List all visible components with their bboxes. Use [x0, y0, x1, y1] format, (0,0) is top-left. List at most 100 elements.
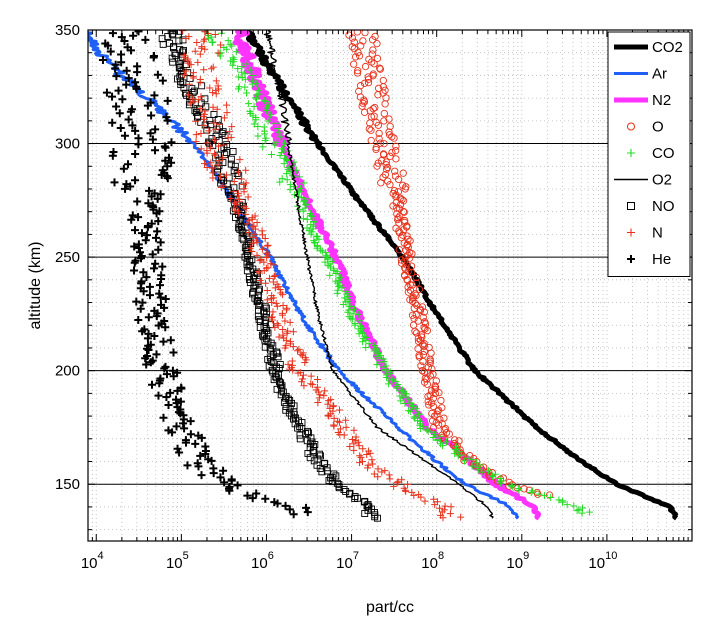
point-he — [158, 76, 167, 85]
point-o — [428, 399, 436, 407]
x-tick-label: 106 — [251, 550, 274, 572]
point-he — [131, 78, 140, 87]
point-he — [142, 273, 151, 282]
point-co — [405, 395, 413, 403]
point-n — [288, 357, 296, 365]
point-n — [255, 267, 263, 275]
point-n — [279, 291, 287, 299]
point-he — [141, 236, 150, 245]
point-co — [262, 97, 270, 105]
point-co — [234, 65, 242, 73]
point-n — [415, 491, 423, 499]
point-co — [209, 38, 217, 46]
point-o — [399, 169, 407, 177]
point-co — [436, 432, 444, 440]
point-he — [204, 455, 213, 464]
point-co — [356, 317, 364, 325]
point-o — [361, 30, 369, 37]
point-no — [267, 358, 275, 365]
point-n — [381, 467, 389, 475]
point-co — [248, 77, 256, 85]
legend-label-co: CO — [652, 145, 675, 162]
point-n — [240, 203, 248, 211]
point-n — [264, 251, 272, 259]
point-he — [172, 395, 181, 404]
point-he — [191, 439, 200, 448]
point-n — [267, 314, 275, 322]
series-ar — [88, 31, 519, 520]
point-he — [151, 125, 160, 134]
point-n — [282, 306, 290, 314]
legend-box — [607, 31, 691, 277]
point-he — [151, 259, 160, 268]
legend-entry-n2: N2 — [614, 92, 671, 109]
point-o — [356, 82, 365, 90]
point-n — [447, 503, 455, 511]
point-o — [412, 279, 421, 287]
point-n — [231, 199, 239, 207]
point-no — [201, 95, 209, 103]
point-n — [214, 82, 222, 90]
point-no — [203, 126, 211, 134]
point-co — [586, 508, 594, 516]
point-no — [332, 472, 340, 480]
point-co — [308, 213, 316, 221]
point-n — [258, 245, 266, 253]
point-n — [216, 172, 224, 180]
point-o — [408, 311, 417, 319]
series-o2 — [263, 30, 494, 519]
point-o — [391, 167, 399, 175]
point-o — [404, 235, 412, 243]
point-he — [101, 39, 110, 48]
point-co — [296, 184, 304, 192]
point-o — [381, 86, 389, 94]
point-no — [198, 82, 206, 90]
point-co — [579, 504, 587, 512]
point-co — [383, 371, 391, 379]
point-co — [254, 123, 262, 131]
point-he — [145, 186, 154, 195]
point-co — [341, 294, 349, 302]
point-he — [117, 33, 126, 42]
point-he — [118, 95, 127, 104]
point-o — [426, 359, 434, 367]
point-n — [320, 392, 328, 400]
point-o — [403, 275, 411, 284]
point-n — [217, 41, 225, 49]
point-n — [262, 249, 270, 257]
point-n — [279, 325, 287, 333]
point-n — [374, 465, 382, 473]
point-co — [376, 358, 384, 366]
point-o — [426, 391, 434, 399]
legend-label-n2: N2 — [652, 92, 671, 109]
point-co — [473, 459, 481, 467]
point-no — [360, 498, 368, 506]
point-co — [336, 274, 344, 282]
point-he — [138, 298, 147, 307]
y-tick-label: 350 — [55, 22, 80, 39]
point-co — [342, 288, 350, 296]
point-n — [271, 271, 279, 279]
point-he — [128, 211, 137, 220]
point-n — [227, 133, 235, 141]
point-o — [455, 437, 463, 445]
point-o — [413, 301, 421, 309]
point-co — [235, 73, 243, 81]
point-co — [318, 247, 326, 255]
point-he — [134, 30, 143, 36]
y-tick-label: 250 — [55, 249, 80, 266]
point-co — [388, 376, 396, 384]
point-o — [353, 30, 361, 36]
point-n — [307, 380, 315, 388]
point-co — [311, 238, 319, 246]
point-n — [197, 130, 205, 138]
point-he — [124, 160, 133, 169]
point-co — [354, 310, 362, 318]
point-no — [294, 424, 302, 432]
y-axis-label: altitude (km) — [27, 241, 44, 329]
point-o — [385, 128, 393, 136]
point-o — [376, 65, 384, 73]
point-n — [277, 289, 285, 297]
point-he — [157, 271, 166, 280]
point-co — [272, 119, 280, 127]
